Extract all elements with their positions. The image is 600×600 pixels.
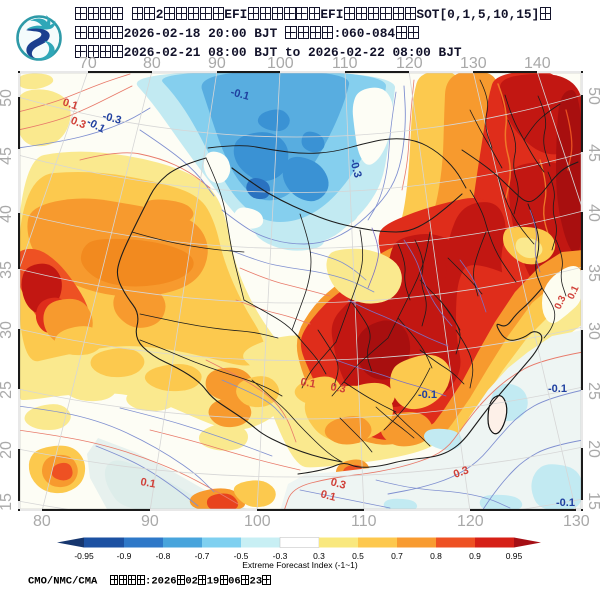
svg-text:-0.1: -0.1 [548, 383, 567, 395]
svg-text:0.1: 0.1 [139, 476, 156, 490]
svg-text:0.3: 0.3 [553, 294, 569, 312]
svg-text:0.3: 0.3 [329, 476, 347, 492]
svg-text:0.3: 0.3 [329, 381, 346, 395]
svg-text:-0.1: -0.1 [229, 86, 250, 103]
svg-text:-0.1: -0.1 [418, 389, 437, 401]
svg-text:0.1: 0.1 [319, 488, 337, 504]
svg-text:0.1: 0.1 [61, 96, 79, 112]
svg-text:0.1: 0.1 [566, 284, 582, 302]
svg-text:0.3: 0.3 [69, 115, 88, 132]
svg-text:-0.3: -0.3 [347, 158, 364, 179]
svg-text:0.1: 0.1 [299, 376, 316, 390]
svg-text:-0.1: -0.1 [556, 497, 575, 509]
svg-text:-0.3: -0.3 [101, 110, 122, 127]
svg-text:0.3: 0.3 [452, 464, 470, 481]
